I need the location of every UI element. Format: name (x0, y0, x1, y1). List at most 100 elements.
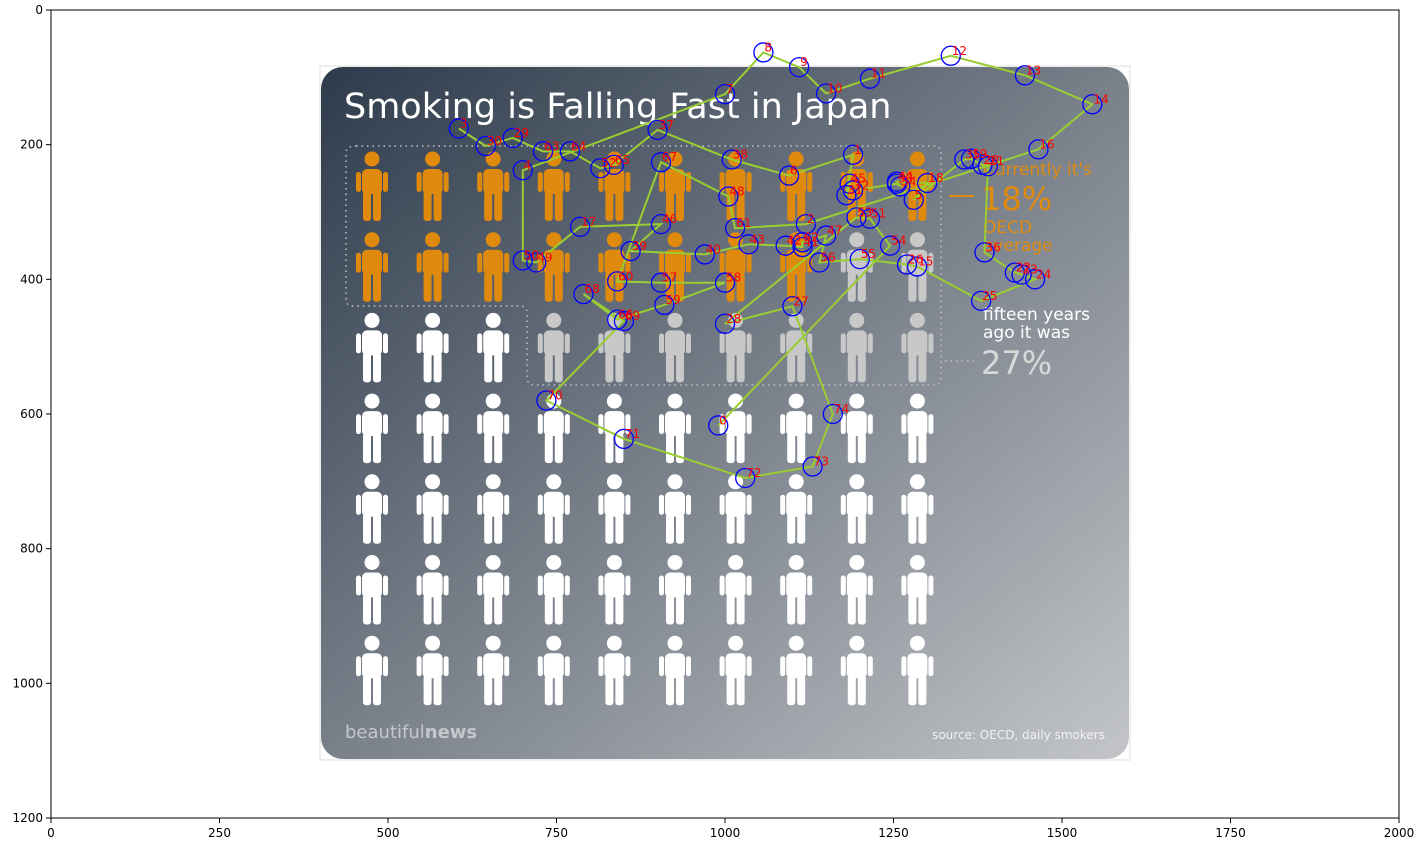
point-label: 65 (615, 153, 630, 167)
point-marker (654, 294, 675, 316)
person-icon (416, 312, 449, 383)
x-tick-label: 1250 (878, 826, 909, 840)
point-label: 67 (662, 150, 677, 164)
point-marker (559, 141, 581, 162)
person-icon (537, 312, 570, 383)
point-label: 70 (547, 389, 562, 403)
point-label: 46 (662, 212, 677, 226)
point-marker (512, 250, 533, 271)
point-marker (775, 235, 796, 256)
point-label: 38 (733, 147, 748, 161)
brand-logo: beautifulnews (345, 722, 477, 743)
point-label: 62 (804, 230, 819, 244)
point-label: 28 (726, 312, 741, 326)
point-label: 4 (524, 158, 532, 172)
point-marker (809, 252, 830, 273)
point-marker (607, 309, 628, 330)
point-marker (448, 118, 469, 139)
oecd-label-2: average (983, 236, 1053, 256)
person-icon (416, 555, 449, 625)
point-marker (879, 235, 901, 256)
point-label: 18 (928, 171, 943, 185)
point-label: 6 (790, 164, 798, 178)
person-icon (477, 393, 510, 464)
point-label: 48 (729, 185, 744, 199)
point-label: 74 (834, 402, 849, 416)
point-label: 27 (793, 294, 808, 308)
point-label: 58 (726, 271, 741, 285)
point-marker (1011, 264, 1032, 285)
person-icon (659, 635, 691, 706)
person-icon (780, 393, 813, 464)
past-value: 27% (981, 344, 1052, 382)
point-marker (842, 144, 864, 165)
y-tick-label: 0 (35, 3, 43, 17)
point-label: 45 (851, 172, 866, 186)
x-tick-label: 250 (208, 826, 231, 840)
x-tick-label: 0 (47, 826, 55, 840)
point-label: 49 (537, 251, 552, 265)
past-label-1: fifteen years (983, 305, 1090, 325)
point-label: 54 (891, 234, 906, 248)
point-label: 15 (918, 255, 933, 269)
point-marker (903, 189, 924, 211)
point-marker (650, 272, 672, 293)
person-icon (659, 474, 691, 544)
trajectory-line (458, 51, 1095, 480)
point-label: 60 (618, 269, 633, 283)
point-label: 37 (659, 118, 674, 132)
person-icon (416, 635, 449, 706)
point-overlay: 0123456789101112131415161718192021222324… (448, 40, 1109, 489)
point-marker (802, 456, 823, 477)
person-icon (659, 151, 691, 221)
point-marker (849, 248, 870, 270)
point-label: 41 (804, 235, 819, 249)
person-icon (477, 555, 510, 625)
person-icon (537, 474, 570, 544)
person-icon (901, 393, 934, 464)
point-marker (694, 244, 715, 265)
point-marker (1028, 139, 1049, 160)
person-icon (719, 635, 752, 706)
point-marker (977, 156, 999, 177)
person-icon (840, 555, 873, 625)
point-marker (714, 272, 736, 293)
point-marker (1024, 269, 1046, 290)
people-grid (356, 151, 934, 706)
point-marker (526, 252, 547, 273)
person-icon (356, 393, 388, 464)
point-label: 33 (898, 172, 913, 186)
smokers-outline-upper (345, 145, 942, 386)
x-tick-label: 750 (545, 826, 568, 840)
point-marker (650, 213, 672, 235)
x-tick-label: 1000 (710, 826, 741, 840)
point-marker (954, 149, 975, 170)
point-label: 30 (487, 134, 502, 148)
point-marker (647, 119, 668, 141)
person-icon (598, 474, 631, 544)
point-label: 43 (750, 232, 765, 246)
point-label: 53 (857, 205, 872, 219)
point-label: 66 (618, 308, 633, 322)
oecd-label-1: OECD (983, 218, 1032, 238)
point-label: 61 (736, 216, 751, 230)
point-label: 51 (871, 207, 886, 221)
point-marker (940, 45, 961, 66)
person-icon (840, 474, 873, 544)
point-label: 73 (814, 455, 829, 469)
point-label: 23 (1023, 263, 1038, 277)
person-icon (477, 312, 510, 383)
point-marker (792, 236, 813, 258)
point-label: 34 (901, 174, 916, 188)
point-label: 59 (665, 293, 680, 307)
point-label: 9 (800, 55, 808, 69)
point-label: 44 (898, 170, 913, 184)
point-marker (822, 403, 843, 425)
person-icon (659, 393, 691, 464)
point-label: 64 (571, 139, 586, 153)
point-label: 71 (625, 427, 640, 441)
point-label: 40 (706, 242, 721, 256)
point-label: 63 (544, 139, 559, 153)
point-label: 1 (854, 143, 862, 157)
point-marker (620, 240, 641, 262)
